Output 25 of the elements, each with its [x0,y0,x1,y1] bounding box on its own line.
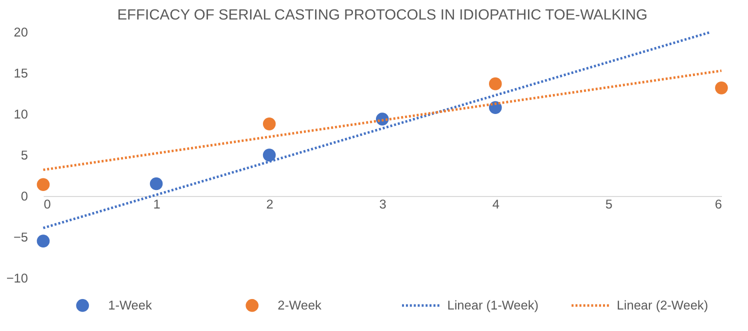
x-tick-label: 1 [153,196,160,212]
x-tick-label: 3 [379,196,386,212]
y-tick-label: −10 [6,270,28,286]
x-tick-label: 6 [714,196,722,212]
point [36,178,50,191]
y-tick-label: 15 [14,66,28,81]
x-tick-label: 5 [605,196,612,212]
point [488,77,502,90]
point [36,234,50,248]
x-tick-label: 4 [492,196,500,212]
point [262,118,276,130]
point [150,177,163,190]
chart-title: EFFICACY OF SERIAL CASTING PROTOCOLS IN IDIOPATHIC TOE-WALKING [117,7,648,24]
legend-label: 2-Week [278,297,322,312]
legend-label: Linear (1-Week) [447,297,539,312]
y-tick-label: 5 [20,148,28,163]
x-tick-label: 2 [266,196,274,212]
x-tick-label: 0 [44,196,51,212]
y-tick-label: 10 [14,106,28,122]
y-tick-label: 20 [14,24,28,40]
legend-label: 1-Week [108,297,152,312]
point [262,148,276,162]
point [715,82,728,94]
y-tick-label: −5 [13,229,28,244]
legend-label: Linear (2-Week) [616,297,708,312]
